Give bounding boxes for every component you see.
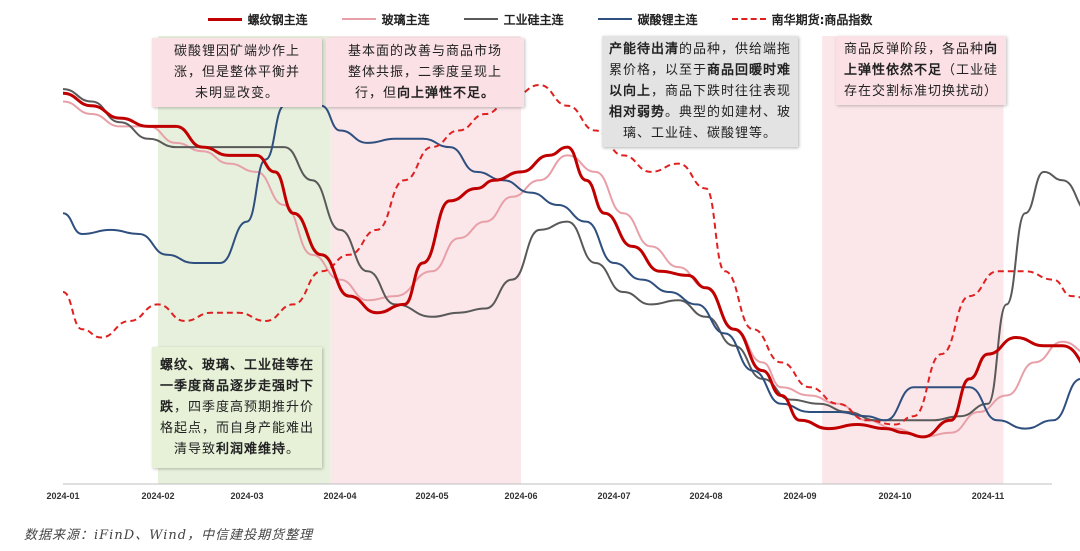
annotation-line: 整体共振，二季度呈现上 [347,65,502,80]
legend-swatch [597,18,632,20]
annotation-q1-q4-decline: 螺纹、玻璃、工业硅等在一季度商品逐步走强时下跌，四季度高预期推升价格起点，而自身… [152,347,322,468]
annotation-emphasis: 不足 [913,63,942,78]
annotation-text: 交割标准切换扰动） [872,84,999,99]
x-tick-label: 2024-03 [230,491,263,501]
x-tick-label: 2024-04 [323,491,356,501]
annotation-emphasis: 向上弹性依然 [843,42,999,78]
annotation-text: ，四季度 [173,400,230,415]
legend-item: 玻璃主连 [341,11,430,28]
annotation-text: 而自身产能难出清导 [173,421,315,457]
legend-swatch [207,17,242,21]
annotation-line: 行，但向上弹性不足。 [332,83,518,104]
annotation-line: 涨，但是整体平衡并 [173,65,300,80]
annotation-lithium: 碳酸锂因矿端炒作上 涨，但是整体平衡并 未明显改变。 [152,38,322,107]
annotation-emphasis: 螺纹、玻璃、工业硅 [159,358,286,373]
x-tick-label: 2024-07 [597,491,630,501]
annotation-text: 品种 [955,42,984,57]
annotation-text: 商品反弹阶段，各 [843,42,956,57]
annotation-text: 典型的如建材、玻璃、工 [622,105,792,141]
series-line-3 [62,96,1080,430]
annotation-text: 。 [286,442,301,457]
x-tick-label: 2024-02 [141,491,174,501]
annotation-text: 端拖累价格，以至于 [608,42,792,78]
annotation-emphasis: 商品逐步 [201,379,258,394]
annotation-emphasis: 走强时下跌 [159,379,315,415]
annotation-emphasis: 商品 [706,63,735,78]
annotation-line: 未明显改变。 [194,86,279,101]
legend-label: 碳酸锂主连 [637,12,698,27]
annotation-emphasis: 等在一季度 [159,358,315,394]
annotation-capacity-clearing: 产能待出清的品种，供给端拖累价格，以至于商品回暖时难以向上，商品下跌时往往表现相… [602,36,798,147]
legend-item: 工业硅主连 [463,11,564,28]
annotation-emphasis: 回暖时难以向上 [608,63,792,99]
annotation-rebound-elasticity: 商品反弹阶段，各品种向上弹性依然不足（工业硅存在交割标准切换扰动） [836,36,1006,105]
annotation-emphasis: 向上弹性不足。 [397,86,496,101]
legend-swatch [731,18,766,20]
legend-swatch [463,18,498,20]
series-line-1 [62,100,1080,438]
annotation-q2-fundamentals: 基本面的改善与商品市场 整体共振，二季度呈现上 行，但向上弹性不足。 [326,38,524,107]
legend-label: 工业硅主连 [503,12,564,27]
annotation-text: 跌时往往表现 [707,84,792,99]
x-tick-label: 2024-06 [504,491,537,501]
annotation-text: 高预期推升价格起点， [159,400,315,436]
annotation-text: 致 [201,442,216,457]
x-axis: 2024-01 2024-02 2024-03 2024-04 2024-05 2024-… [46,483,1052,501]
legend-item: 螺纹钢主连 [207,11,308,28]
annotation-text: （工业硅存在 [843,63,999,99]
annotation-text: 的品种，供给 [678,42,763,57]
x-tick-label: 2024-05 [415,491,448,501]
x-tick-label: 2024-01 [46,491,79,501]
annotation-text: 业硅、碳酸锂等。 [665,126,778,141]
series-line-0 [62,91,1080,439]
legend-swatch [341,18,376,20]
chart-legend: 螺纹钢主连 玻璃主连 工业硅主连 碳酸锂主连 南华期货:商品指数 [0,9,1080,29]
x-tick-label: 2024-10 [878,491,911,501]
annotation-line: 碳酸锂因矿端炒作上 [173,44,300,59]
series-line-2 [62,88,1080,422]
legend-label: 玻璃主连 [381,12,430,27]
annotation-text: 行，但 [354,86,397,101]
legend-label: 南华期货:商品指数 [771,12,873,27]
legend-item: 南华期货:商品指数 [731,11,873,28]
legend-item: 碳酸锂主连 [597,11,698,28]
annotation-emphasis: 利润难维持 [216,442,287,457]
x-tick-label: 2024-08 [689,491,722,501]
x-tick-label: 2024-09 [783,491,816,501]
x-tick-label: 2024-11 [972,491,1005,501]
legend-label: 螺纹钢主连 [247,12,308,27]
annotation-emphasis: 产能待出清 [608,42,679,57]
annotation-text: ，商品下 [650,84,707,99]
annotation-text: 。 [664,105,679,120]
annotation-emphasis: 相对弱势 [608,105,665,120]
data-source: 数据来源：iFinD、Wind，中信建投期货整理 [24,528,314,543]
annotation-line: 基本面的改善与商品市场 [347,44,502,59]
